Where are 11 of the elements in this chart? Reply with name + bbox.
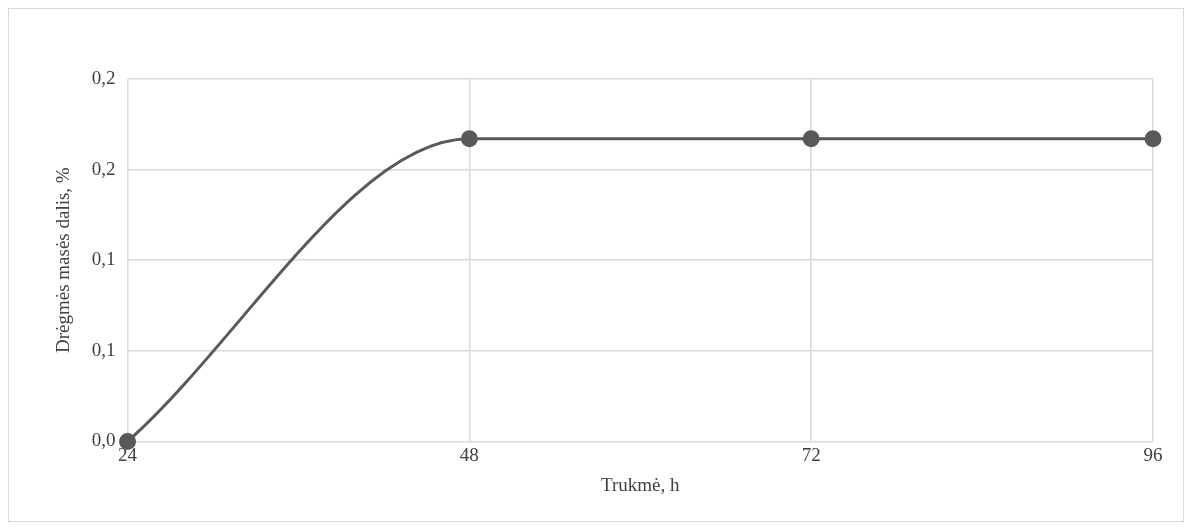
x-tick-label: 48 [459, 443, 479, 465]
y-axis-title: Drėgmės masės dalis, % [52, 167, 74, 354]
y-tick-label: 0,1 [91, 248, 116, 270]
y-tick-label: 0,2 [91, 66, 116, 88]
x-tick-label: 72 [801, 443, 821, 465]
y-tick-label: 0,0 [91, 429, 116, 451]
y-tick-label: 0,2 [91, 157, 116, 179]
x-tick-label: 24 [118, 443, 138, 465]
y-tick-label: 0,1 [91, 338, 116, 360]
x-axis-title: Trukmė, h [601, 473, 681, 495]
x-tick-label: 96 [1143, 443, 1163, 465]
